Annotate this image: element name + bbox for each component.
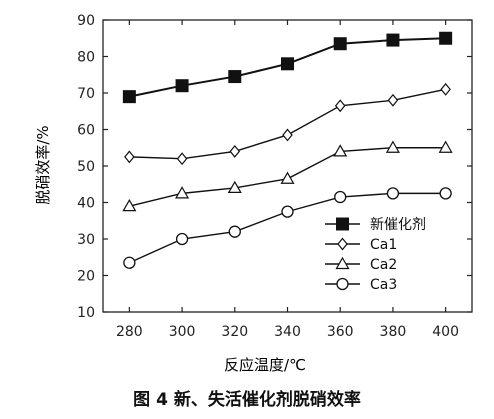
legend-label: Ca2 — [370, 257, 397, 273]
y-tick-label: 50 — [77, 159, 95, 175]
series-4 — [123, 187, 452, 269]
data-point — [124, 150, 135, 164]
data-point — [386, 187, 400, 200]
legend-item-2: Ca1 — [325, 237, 397, 253]
x-tick-label: 300 — [169, 324, 196, 340]
y-tick-label: 70 — [77, 86, 95, 102]
data-point — [440, 82, 451, 96]
data-point — [281, 57, 294, 71]
y-tick-label: 10 — [77, 305, 95, 321]
x-tick-label: 320 — [221, 324, 248, 340]
axes: 10 20 30 40 50 60 70 80 90 280 300 320 340 360 380 400 — [77, 13, 473, 340]
legend-marker — [335, 256, 350, 270]
x-axis-label: 反应温度/℃ — [224, 356, 306, 374]
y-axis-label: 脱硝效率/% — [34, 125, 52, 204]
legend-item-3: Ca2 — [325, 256, 397, 273]
legend-marker — [336, 217, 349, 231]
y-tick-label: 20 — [77, 269, 95, 285]
legend-marker — [336, 277, 349, 291]
data-point — [228, 70, 242, 84]
data-point — [439, 31, 453, 45]
data-point — [123, 256, 136, 269]
legend-label: Ca3 — [370, 277, 397, 293]
data-point — [439, 187, 452, 200]
data-point — [334, 190, 347, 204]
legend-item-4: Ca3 — [325, 277, 397, 293]
data-point — [227, 180, 242, 193]
data-point — [281, 205, 294, 218]
x-tick-label: 360 — [327, 324, 354, 340]
x-tick-label: 400 — [432, 324, 459, 340]
data-point — [176, 152, 188, 166]
data-point — [333, 37, 347, 51]
data-point — [175, 186, 190, 199]
data-point — [122, 90, 136, 104]
legend-marker — [337, 237, 348, 251]
data-point — [175, 79, 189, 93]
data-point — [282, 128, 293, 142]
legend-item-1: 新催化剂 — [325, 217, 426, 233]
series-2 — [124, 82, 451, 166]
data-point — [229, 144, 241, 158]
x-tick-label: 340 — [274, 324, 301, 340]
series-1 — [122, 31, 453, 104]
x-tick-label: 280 — [116, 324, 143, 340]
y-tick-label: 60 — [77, 123, 95, 139]
y-tick-label: 80 — [77, 50, 95, 66]
data-point — [228, 225, 241, 238]
y-tick-label: 40 — [77, 196, 95, 212]
data-point — [334, 99, 346, 113]
series-3 — [122, 140, 453, 212]
data-point — [438, 140, 453, 153]
x-tick-label: 380 — [380, 324, 407, 340]
data-point — [122, 198, 137, 212]
data-point — [385, 140, 400, 153]
figure-caption: 图 4 新、失活催化剂脱硝效率 — [133, 390, 361, 410]
data-point — [387, 93, 399, 107]
legend-label: Ca1 — [370, 237, 397, 253]
data-point — [280, 171, 295, 184]
y-tick-label: 30 — [77, 232, 95, 248]
data-point — [175, 232, 189, 246]
y-tick-label: 90 — [77, 13, 95, 29]
data-point — [386, 33, 400, 47]
series-layer — [122, 31, 453, 269]
data-point — [333, 144, 348, 157]
legend: 新催化剂 Ca1 Ca2 Ca3 — [325, 217, 426, 293]
legend-label: 新催化剂 — [370, 217, 426, 233]
